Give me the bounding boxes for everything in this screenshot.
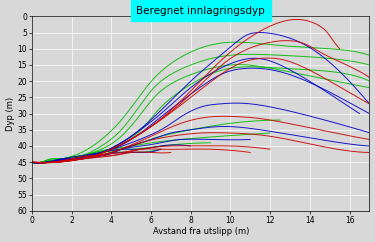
Y-axis label: Dyp (m): Dyp (m) bbox=[6, 97, 15, 131]
X-axis label: Avstand fra utslipp (m): Avstand fra utslipp (m) bbox=[153, 227, 249, 236]
Title: Beregnet innlagringsdyp: Beregnet innlagringsdyp bbox=[136, 6, 265, 15]
